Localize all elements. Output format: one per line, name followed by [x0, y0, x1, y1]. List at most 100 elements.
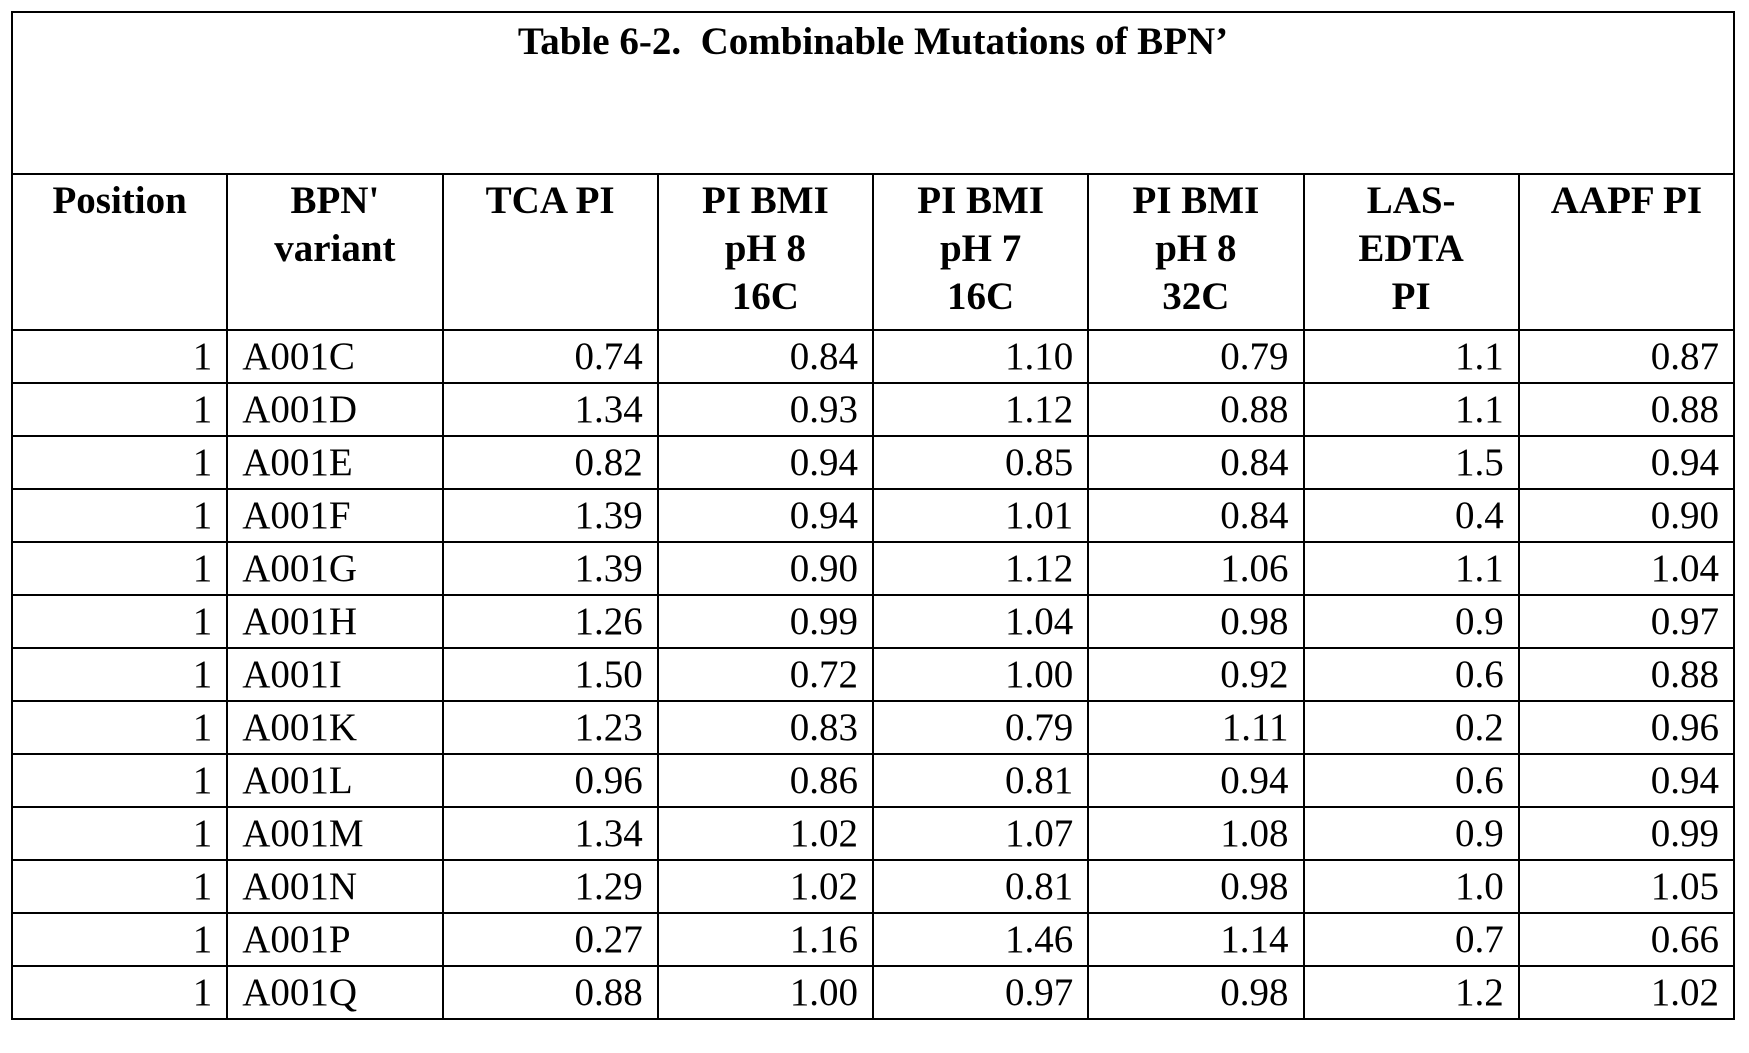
column-header: LAS- EDTA PI [1304, 174, 1519, 330]
data-table: Table 6-2. Combinable Mutations of BPN’ … [11, 11, 1735, 1020]
value-cell: 1.05 [1519, 860, 1734, 913]
value-cell: 0.99 [1519, 807, 1734, 860]
column-header: TCA PI [443, 174, 658, 330]
value-cell: 0.99 [658, 595, 873, 648]
value-cell: 1.04 [1519, 542, 1734, 595]
value-cell: 0.84 [1088, 436, 1303, 489]
variant-cell: A001P [227, 913, 442, 966]
value-cell: 1 [12, 648, 227, 701]
value-cell: 0.90 [1519, 489, 1734, 542]
value-cell: 1.12 [873, 383, 1088, 436]
value-cell: 0.2 [1304, 701, 1519, 754]
value-cell: 1.04 [873, 595, 1088, 648]
column-header: PI BMI pH 7 16C [873, 174, 1088, 330]
value-cell: 0.94 [1519, 754, 1734, 807]
value-cell: 1.34 [443, 383, 658, 436]
value-cell: 1.02 [658, 807, 873, 860]
table-row: 1A001P0.271.161.461.140.70.66 [12, 913, 1734, 966]
value-cell: 1 [12, 754, 227, 807]
column-header: PI BMI pH 8 32C [1088, 174, 1303, 330]
table-row: 1A001L0.960.860.810.940.60.94 [12, 754, 1734, 807]
value-cell: 0.9 [1304, 595, 1519, 648]
value-cell: 0.82 [443, 436, 658, 489]
value-cell: 1 [12, 542, 227, 595]
variant-cell: A001F [227, 489, 442, 542]
value-cell: 1.11 [1088, 701, 1303, 754]
value-cell: 1.02 [1519, 966, 1734, 1019]
value-cell: 0.7 [1304, 913, 1519, 966]
value-cell: 0.94 [658, 489, 873, 542]
value-cell: 0.6 [1304, 754, 1519, 807]
value-cell: 1 [12, 966, 227, 1019]
value-cell: 1.06 [1088, 542, 1303, 595]
table-row: 1A001D1.340.931.120.881.10.88 [12, 383, 1734, 436]
value-cell: 1.46 [873, 913, 1088, 966]
variant-cell: A001M [227, 807, 442, 860]
variant-cell: A001L [227, 754, 442, 807]
value-cell: 1.5 [1304, 436, 1519, 489]
variant-cell: A001K [227, 701, 442, 754]
value-cell: 0.97 [873, 966, 1088, 1019]
value-cell: 1 [12, 807, 227, 860]
variant-cell: A001G [227, 542, 442, 595]
value-cell: 1 [12, 913, 227, 966]
value-cell: 0.27 [443, 913, 658, 966]
value-cell: 0.79 [1088, 330, 1303, 383]
value-cell: 1.0 [1304, 860, 1519, 913]
value-cell: 0.72 [658, 648, 873, 701]
value-cell: 0.92 [1088, 648, 1303, 701]
variant-cell: A001E [227, 436, 442, 489]
value-cell: 1.1 [1304, 383, 1519, 436]
value-cell: 0.96 [1519, 701, 1734, 754]
value-cell: 0.81 [873, 860, 1088, 913]
value-cell: 0.6 [1304, 648, 1519, 701]
value-cell: 1.10 [873, 330, 1088, 383]
column-header: PI BMI pH 8 16C [658, 174, 873, 330]
table-row: 1A001M1.341.021.071.080.90.99 [12, 807, 1734, 860]
value-cell: 0.81 [873, 754, 1088, 807]
value-cell: 0.84 [1088, 489, 1303, 542]
value-cell: 1 [12, 860, 227, 913]
table-body: 1A001C0.740.841.100.791.10.871A001D1.340… [12, 330, 1734, 1019]
variant-cell: A001H [227, 595, 442, 648]
value-cell: 1.14 [1088, 913, 1303, 966]
column-header: Position [12, 174, 227, 330]
value-cell: 1.26 [443, 595, 658, 648]
value-cell: 0.93 [658, 383, 873, 436]
table-row: 1A001I1.500.721.000.920.60.88 [12, 648, 1734, 701]
value-cell: 0.98 [1088, 860, 1303, 913]
value-cell: 0.83 [658, 701, 873, 754]
value-cell: 0.98 [1088, 595, 1303, 648]
column-header: AAPF PI [1519, 174, 1734, 330]
table-row: 1A001N1.291.020.810.981.01.05 [12, 860, 1734, 913]
table-row: 1A001G1.390.901.121.061.11.04 [12, 542, 1734, 595]
value-cell: 1.50 [443, 648, 658, 701]
value-cell: 0.88 [1519, 648, 1734, 701]
value-cell: 1.07 [873, 807, 1088, 860]
value-cell: 1.00 [658, 966, 873, 1019]
value-cell: 0.74 [443, 330, 658, 383]
value-cell: 1.34 [443, 807, 658, 860]
variant-cell: A001I [227, 648, 442, 701]
column-header: BPN' variant [227, 174, 442, 330]
value-cell: 1 [12, 436, 227, 489]
value-cell: 1.02 [658, 860, 873, 913]
value-cell: 0.85 [873, 436, 1088, 489]
value-cell: 1.00 [873, 648, 1088, 701]
table-row: 1A001C0.740.841.100.791.10.87 [12, 330, 1734, 383]
value-cell: 1.23 [443, 701, 658, 754]
value-cell: 0.94 [658, 436, 873, 489]
table-row: 1A001E0.820.940.850.841.50.94 [12, 436, 1734, 489]
value-cell: 1 [12, 595, 227, 648]
variant-cell: A001N [227, 860, 442, 913]
value-cell: 1 [12, 330, 227, 383]
value-cell: 1.39 [443, 542, 658, 595]
variant-cell: A001C [227, 330, 442, 383]
value-cell: 0.84 [658, 330, 873, 383]
value-cell: 1.16 [658, 913, 873, 966]
value-cell: 1.2 [1304, 966, 1519, 1019]
value-cell: 0.4 [1304, 489, 1519, 542]
variant-cell: A001Q [227, 966, 442, 1019]
value-cell: 1.29 [443, 860, 658, 913]
